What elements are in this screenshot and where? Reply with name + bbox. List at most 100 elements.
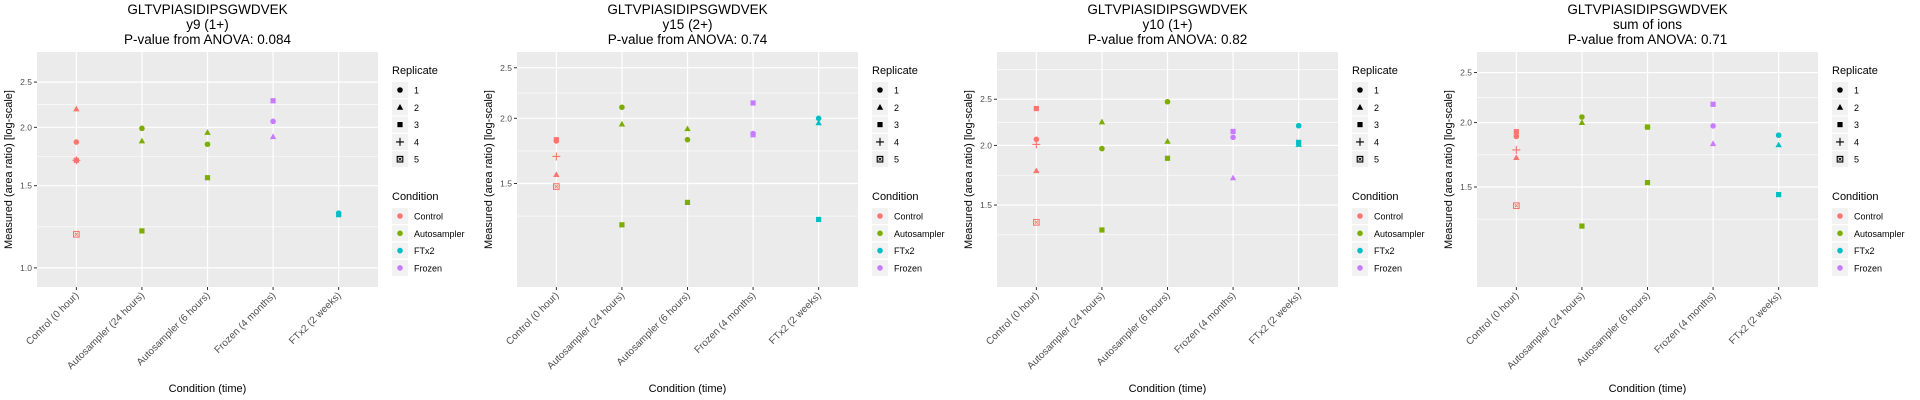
legend-color-swatch	[1837, 230, 1843, 237]
data-point	[619, 104, 625, 111]
x-tick-label: FTx2 (2 weeks)	[767, 290, 824, 347]
anova-pvalue: P-value from ANOVA: 0.71	[1568, 32, 1728, 47]
x-axis-title: Condition (time)	[1129, 383, 1207, 395]
data-point	[1709, 140, 1717, 147]
y-axis-title: Measured (area ratio) [log-scale]	[963, 90, 975, 249]
data-point	[1033, 167, 1040, 174]
anova-pvalue: P-value from ANOVA: 0.084	[124, 32, 292, 47]
legend-shape-square-cross-icon	[876, 155, 884, 163]
data-point	[815, 115, 822, 122]
legend-color-swatch	[397, 247, 403, 254]
legend-shape-square-cross-icon	[1356, 155, 1364, 163]
legend-label: 1	[894, 86, 899, 96]
x-tick-label: FTx2 (2 weeks)	[287, 290, 344, 347]
legend-label: 2	[414, 103, 419, 113]
x-tick-label: Control (0 hour)	[1464, 290, 1521, 347]
legend-label: 5	[1374, 155, 1379, 165]
y-tick-label: 2.5	[500, 63, 512, 73]
x-tick-label: Autosampler (6 hours)	[1095, 290, 1173, 368]
x-tick-label: Frozen (4 months)	[693, 290, 759, 356]
legend-label: 2	[1854, 103, 1859, 113]
data-point	[684, 125, 691, 132]
legend-shape-circle-icon	[1837, 87, 1843, 93]
data-point	[1512, 145, 1521, 154]
legend-shape-circle-icon	[1357, 87, 1363, 93]
data-point	[1644, 124, 1651, 130]
x-tick-label: Autosampler (6 hours)	[1575, 290, 1653, 368]
data-point	[1099, 227, 1105, 233]
x-axis-title: Condition (time)	[649, 383, 727, 395]
data-point	[553, 138, 560, 144]
legend-shape-square-icon	[1837, 122, 1843, 128]
x-tick-label: Control (0 hour)	[984, 290, 1041, 347]
legend-shape-square-cross-icon	[396, 155, 404, 163]
data-point	[1032, 218, 1040, 226]
data-point	[1579, 114, 1585, 120]
legend-label: Control	[894, 212, 923, 222]
x-tick-label: Frozen (4 months)	[1653, 290, 1719, 356]
legend-label: FTx2	[1854, 246, 1875, 256]
legend-label: 1	[414, 86, 419, 96]
data-point	[684, 136, 691, 143]
legend-label: FTx2	[1374, 246, 1395, 256]
legend-color-swatch	[877, 230, 883, 237]
legend-shape-triangle-icon	[396, 104, 404, 110]
legend-label: 1	[1854, 86, 1859, 96]
y-axis-title: Measured (area ratio) [log-scale]	[1443, 90, 1455, 249]
data-point	[750, 100, 756, 106]
legend-color-swatch	[1837, 213, 1843, 219]
legend-shape-triangle-icon	[1836, 104, 1844, 110]
x-tick-label: Control (0 hour)	[24, 290, 81, 347]
data-point	[1776, 191, 1782, 198]
data-point	[270, 118, 276, 125]
legend-color-swatch	[877, 265, 883, 271]
data-point	[1164, 138, 1171, 144]
legend-title-condition: Condition	[1832, 191, 1878, 203]
legend-label: 3	[414, 120, 419, 130]
legend-color-swatch	[1837, 265, 1843, 271]
legend-shape-plus-icon	[876, 137, 884, 146]
data-point	[618, 120, 626, 127]
chart-title: GLTVPIASIDIPSGWDVEK	[127, 2, 287, 17]
legend-label: 4	[414, 137, 419, 147]
legend-label: Autosampler	[894, 229, 945, 239]
legend-label: 4	[894, 137, 899, 147]
legend-shape-circle-icon	[877, 87, 883, 93]
legend-color-swatch	[397, 230, 403, 237]
legend-label: Frozen	[1854, 263, 1882, 273]
legend-color-swatch	[877, 247, 883, 254]
legend-color-swatch	[1357, 265, 1363, 271]
legend-shape-triangle-icon	[876, 104, 884, 110]
chart-subtitle: y15 (2+)	[663, 17, 713, 32]
legend-color-swatch	[877, 213, 883, 219]
legend-title-condition: Condition	[392, 191, 438, 203]
data-point	[1164, 155, 1171, 161]
y-tick-label: 1.0	[20, 263, 32, 273]
data-point	[1710, 101, 1716, 107]
x-tick-label: Autosampler (6 hours)	[135, 290, 213, 368]
data-point	[1513, 133, 1520, 140]
data-point	[1513, 129, 1519, 135]
legend-label: 4	[1374, 137, 1379, 147]
data-point	[1033, 136, 1040, 143]
legend-label: Control	[1854, 212, 1883, 222]
legend-shape-triangle-icon	[1356, 104, 1364, 110]
chart-title: GLTVPIASIDIPSGWDVEK	[1087, 2, 1247, 17]
data-point	[204, 175, 211, 181]
y-tick-label: 2.0	[500, 113, 512, 123]
x-axis-title: Condition (time)	[169, 383, 247, 395]
data-point	[1513, 154, 1520, 161]
legend-title-replicate: Replicate	[392, 65, 438, 77]
legend-label: 3	[1854, 120, 1859, 130]
legend-title-condition: Condition	[1352, 191, 1398, 203]
x-axis-title: Condition (time)	[1609, 383, 1687, 395]
data-point	[1512, 202, 1520, 210]
legend-label: Frozen	[414, 263, 442, 273]
legend-title-condition: Condition	[872, 191, 918, 203]
legend-shape-circle-icon	[397, 87, 403, 93]
data-point	[139, 125, 145, 132]
